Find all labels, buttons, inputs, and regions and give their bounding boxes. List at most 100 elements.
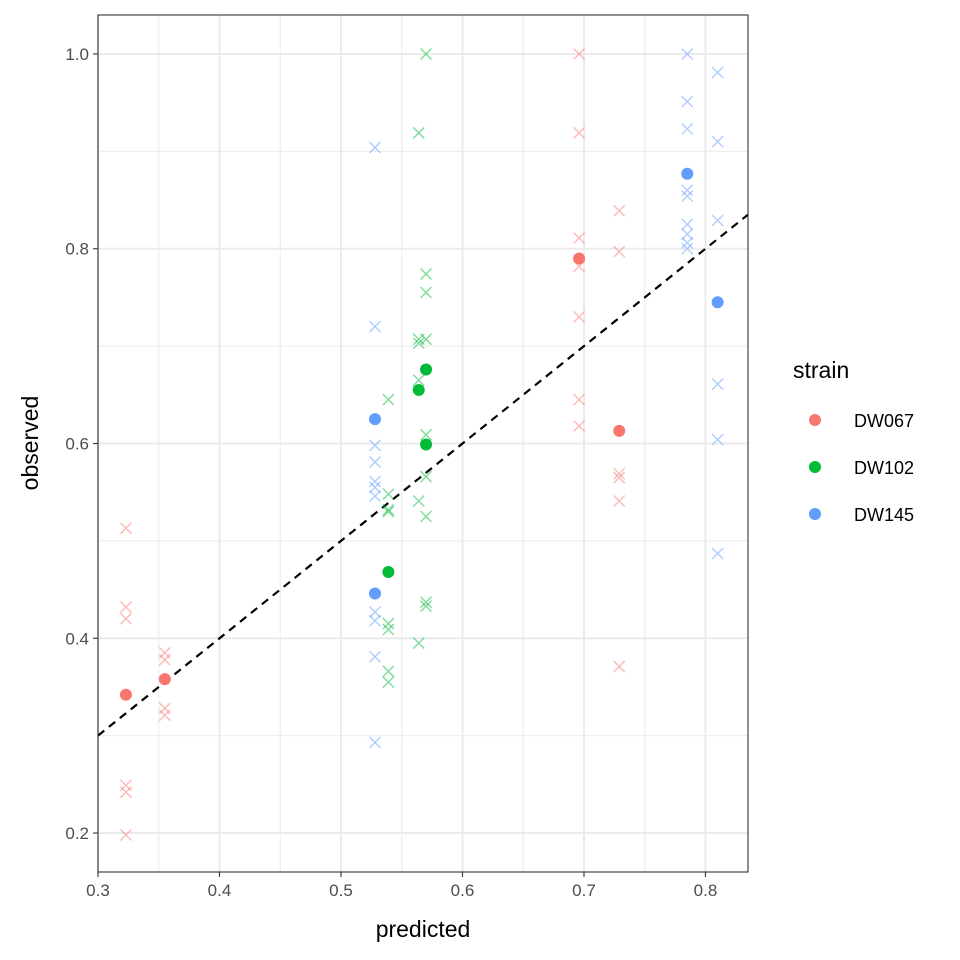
replicate-point bbox=[613, 471, 626, 484]
grid-lines bbox=[97, 15, 748, 872]
replicate-point bbox=[420, 428, 433, 441]
y-tick-label: 0.2 bbox=[65, 824, 89, 843]
x-tick-label: 0.5 bbox=[329, 881, 353, 900]
replicate-point bbox=[681, 95, 694, 108]
replicate-point bbox=[119, 828, 132, 841]
replicate-point bbox=[613, 467, 626, 480]
replicate-point bbox=[681, 218, 694, 231]
y-tick-label: 0.4 bbox=[65, 629, 89, 648]
replicate-point bbox=[119, 522, 132, 535]
mean-point bbox=[119, 688, 132, 701]
replicate-point bbox=[573, 126, 586, 139]
replicate-point bbox=[119, 601, 132, 614]
replicate-point bbox=[369, 490, 382, 503]
replicate-point bbox=[681, 242, 694, 255]
replicate-point bbox=[420, 286, 433, 299]
replicate-point bbox=[681, 184, 694, 197]
mean-point bbox=[369, 587, 382, 600]
legend-swatch bbox=[809, 461, 821, 473]
legend-key: DW102 bbox=[809, 458, 914, 478]
x-axis-title: predicted bbox=[376, 916, 471, 942]
replicate-point bbox=[420, 510, 433, 523]
legend-key: DW145 bbox=[809, 505, 914, 525]
replicate-point bbox=[412, 374, 425, 387]
replicate-point bbox=[711, 547, 724, 560]
legend-swatch bbox=[809, 508, 821, 520]
replicate-point bbox=[420, 470, 433, 483]
x-tick-label: 0.3 bbox=[86, 881, 110, 900]
replicate-point bbox=[613, 245, 626, 258]
replicate-point bbox=[382, 617, 395, 630]
legend-keys: DW067 DW102 DW145 bbox=[809, 411, 914, 525]
mean-point bbox=[369, 413, 382, 426]
replicate-point bbox=[369, 456, 382, 468]
replicate-point bbox=[711, 433, 724, 446]
mean-point bbox=[681, 167, 694, 180]
replicate-point bbox=[420, 47, 433, 60]
replicate-point bbox=[681, 47, 694, 60]
x-tick-label: 0.7 bbox=[572, 881, 596, 900]
plot-panel bbox=[97, 14, 749, 873]
replicate-point bbox=[369, 650, 382, 663]
x-tick-label: 0.4 bbox=[208, 881, 232, 900]
mean-point bbox=[420, 438, 433, 451]
replicate-point bbox=[573, 393, 586, 406]
replicate-point bbox=[119, 612, 132, 625]
replicate-point bbox=[382, 505, 395, 518]
replicate-point bbox=[613, 660, 626, 673]
y-axis: 0.2 0.4 0.6 0.8 1.0 bbox=[65, 45, 98, 843]
legend-swatch bbox=[809, 414, 821, 426]
replicate-point bbox=[420, 600, 433, 613]
legend-key: DW067 bbox=[809, 411, 914, 431]
replicate-point bbox=[681, 228, 694, 241]
replicate-point bbox=[369, 141, 382, 154]
replicate-point bbox=[573, 419, 586, 432]
replicate-point bbox=[119, 786, 132, 799]
replicate-point bbox=[382, 676, 395, 689]
replicate-point bbox=[382, 665, 395, 678]
replicate-point bbox=[420, 333, 433, 346]
replicate-point bbox=[382, 393, 395, 406]
replicate-point bbox=[412, 637, 425, 650]
replicate-point bbox=[711, 214, 724, 227]
replicate-point bbox=[158, 653, 171, 666]
replicate-point bbox=[613, 204, 626, 217]
legend-label: DW102 bbox=[854, 458, 914, 478]
replicate-point bbox=[573, 310, 586, 323]
replicate-point bbox=[681, 190, 694, 203]
replicate-point bbox=[369, 475, 382, 488]
replicate-point bbox=[681, 122, 694, 135]
replicate-point bbox=[711, 66, 724, 79]
y-tick-label: 0.6 bbox=[65, 435, 89, 454]
mean-point bbox=[382, 566, 395, 579]
replicate-point bbox=[412, 337, 425, 350]
replicate-point bbox=[412, 494, 425, 507]
replicate-point bbox=[711, 135, 724, 148]
replicate-point bbox=[412, 126, 425, 139]
mean-point bbox=[613, 424, 626, 437]
replicate-point bbox=[420, 596, 433, 609]
legend-label: DW145 bbox=[854, 505, 914, 525]
replicate-point bbox=[369, 439, 382, 452]
legend: strain DW067 DW102 DW145 bbox=[793, 357, 914, 525]
replicate-point bbox=[369, 320, 382, 333]
mean-point bbox=[573, 252, 586, 265]
replicate-point bbox=[420, 268, 433, 281]
y-tick-label: 0.8 bbox=[65, 240, 89, 259]
mean-points bbox=[119, 167, 724, 701]
replicate-point bbox=[382, 623, 395, 636]
mean-point bbox=[158, 673, 171, 686]
y-axis-title: observed bbox=[17, 396, 43, 491]
replicate-point bbox=[382, 488, 395, 501]
replicate-point bbox=[369, 614, 382, 627]
replicate-point bbox=[573, 232, 586, 245]
replicate-point bbox=[681, 236, 694, 249]
legend-label: DW067 bbox=[854, 411, 914, 431]
x-tick-label: 0.8 bbox=[694, 881, 718, 900]
mean-point bbox=[711, 296, 724, 309]
replicate-point bbox=[158, 709, 171, 722]
replicate-point bbox=[369, 605, 382, 618]
replicate-points bbox=[119, 47, 724, 841]
mean-point bbox=[420, 363, 433, 376]
